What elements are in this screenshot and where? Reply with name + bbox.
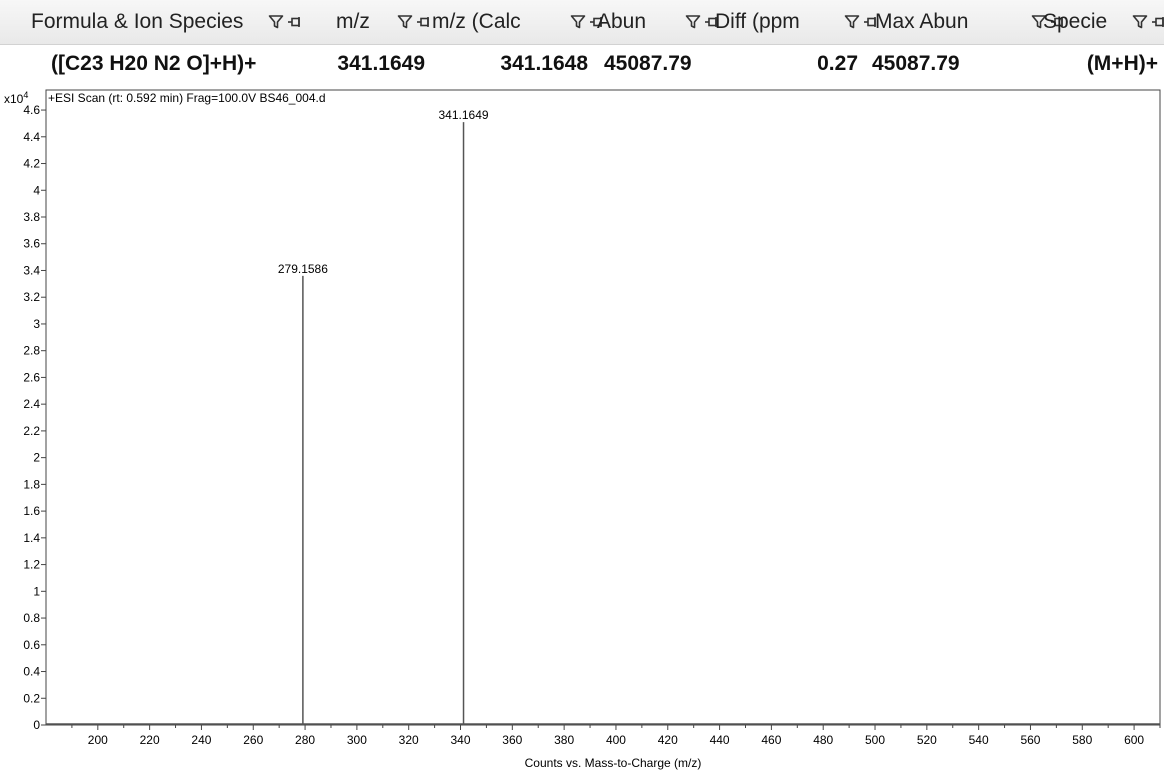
x-tick-label: 260 <box>243 733 263 747</box>
table-row[interactable]: ([C23 H20 N2 O]+H)+ 341.1649 341.1648 45087… <box>0 45 1164 83</box>
y-tick-label: 1.2 <box>23 558 40 572</box>
x-tick-label: 460 <box>761 733 781 747</box>
y-axis-multiplier: x104 <box>4 90 28 106</box>
pin-icon[interactable] <box>704 14 719 30</box>
x-tick-label: 560 <box>1020 733 1040 747</box>
column-header-species[interactable]: Specie <box>1043 0 1164 44</box>
x-tick-label: 440 <box>710 733 730 747</box>
x-tick-label: 580 <box>1072 733 1092 747</box>
x-tick-label: 200 <box>88 733 108 747</box>
x-tick-label: 540 <box>969 733 989 747</box>
mass-spectrum-chart: +ESI Scan (rt: 0.592 min) Frag=100.0V BS… <box>4 89 1161 770</box>
column-header-mz[interactable]: m/z <box>336 0 429 44</box>
filter-funnel-icon[interactable] <box>397 14 413 30</box>
y-tick-label: 3.2 <box>23 290 40 304</box>
x-axis-title: Counts vs. Mass-to-Charge (m/z) <box>525 756 702 770</box>
cell-abun: 45087.79 <box>604 52 692 75</box>
pin-icon[interactable] <box>863 14 878 30</box>
scan-title: +ESI Scan (rt: 0.592 min) Frag=100.0V BS… <box>48 91 326 105</box>
x-tick-label: 520 <box>917 733 937 747</box>
y-tick-label: 0.2 <box>23 691 40 705</box>
filter-funnel-icon[interactable] <box>844 14 860 30</box>
y-tick-label: 2 <box>33 451 40 465</box>
peak-label: 279.1586 <box>278 262 328 276</box>
filter-funnel-icon[interactable] <box>685 14 701 30</box>
column-header-mz_calc[interactable]: m/z (Calc <box>432 0 602 44</box>
y-tick-label: 0.4 <box>23 665 40 679</box>
column-header-diff[interactable]: Diff (ppm <box>715 0 876 44</box>
y-tick-label: 2.2 <box>23 424 40 438</box>
column-header-formula[interactable]: Formula & Ion Species <box>31 0 300 44</box>
pin-icon[interactable] <box>1151 14 1164 30</box>
y-tick-label: 4 <box>33 183 40 197</box>
x-tick-label: 220 <box>140 733 160 747</box>
pin-icon[interactable] <box>1050 14 1065 30</box>
table-header-row: Formula & Ion Species m/z m/z (Calc Abun Dif… <box>0 0 1164 45</box>
y-tick-label: 1.6 <box>23 504 40 518</box>
peak-label: 341.1649 <box>438 108 488 122</box>
cell-formula: ([C23 H20 N2 O]+H)+ <box>51 52 257 75</box>
filter-funnel-icon[interactable] <box>1132 14 1148 30</box>
y-tick-label: 2.8 <box>23 344 40 358</box>
y-tick-label: 3.8 <box>23 210 40 224</box>
x-tick-label: 360 <box>502 733 522 747</box>
y-tick-label: 2.4 <box>23 397 40 411</box>
plot-frame <box>45 89 1161 726</box>
column-header-label: m/z (Calc <box>432 10 521 33</box>
y-tick-label: 1.4 <box>23 531 40 545</box>
filter-funnel-icon[interactable] <box>570 14 586 30</box>
y-tick-label: 0.8 <box>23 611 40 625</box>
filter-funnel-icon[interactable] <box>268 14 284 30</box>
pin-icon[interactable] <box>589 14 604 30</box>
x-tick-label: 340 <box>450 733 470 747</box>
x-tick-label: 480 <box>813 733 833 747</box>
pin-icon[interactable] <box>416 14 431 30</box>
column-header-label: Max Abun <box>875 10 969 33</box>
cell-max_abun: 45087.79 <box>872 52 960 75</box>
y-tick-label: 3.4 <box>23 263 40 277</box>
pin-icon[interactable] <box>287 14 302 30</box>
column-header-label: Specie <box>1043 10 1108 33</box>
y-tick-label: 3 <box>33 317 40 331</box>
x-tick-label: 420 <box>658 733 678 747</box>
column-header-label: m/z <box>336 10 370 33</box>
x-tick-label: 300 <box>347 733 367 747</box>
x-tick-label: 240 <box>191 733 211 747</box>
y-tick-label: 4.6 <box>23 103 40 117</box>
x-tick-label: 280 <box>295 733 315 747</box>
y-tick-label: 0.6 <box>23 638 40 652</box>
x-tick-label: 600 <box>1124 733 1144 747</box>
y-tick-label: 2.6 <box>23 370 40 384</box>
column-header-label: Formula & Ion Species <box>31 10 244 33</box>
x-tick-label: 500 <box>865 733 885 747</box>
y-tick-label: 4.2 <box>23 157 40 171</box>
filter-funnel-icon[interactable] <box>1031 14 1047 30</box>
column-header-label: Diff (ppm <box>715 10 800 33</box>
y-tick-label: 4.4 <box>23 130 40 144</box>
column-header-label: Abun <box>597 10 647 33</box>
x-tick-label: 320 <box>399 733 419 747</box>
y-tick-label: 0 <box>33 718 40 732</box>
cell-mz_calc: 341.1648 <box>500 52 588 75</box>
y-tick-label: 1 <box>33 584 40 598</box>
column-header-abun[interactable]: Abun <box>597 0 717 44</box>
cell-mz: 341.1649 <box>337 52 425 75</box>
y-tick-label: 1.8 <box>23 477 40 491</box>
x-tick-label: 400 <box>606 733 626 747</box>
column-header-max_abun[interactable]: Max Abun <box>875 0 1063 44</box>
cell-diff: 0.27 <box>817 52 858 75</box>
x-tick-label: 380 <box>554 733 574 747</box>
y-tick-label: 3.6 <box>23 237 40 251</box>
cell-species: (M+H)+ <box>1086 52 1158 75</box>
